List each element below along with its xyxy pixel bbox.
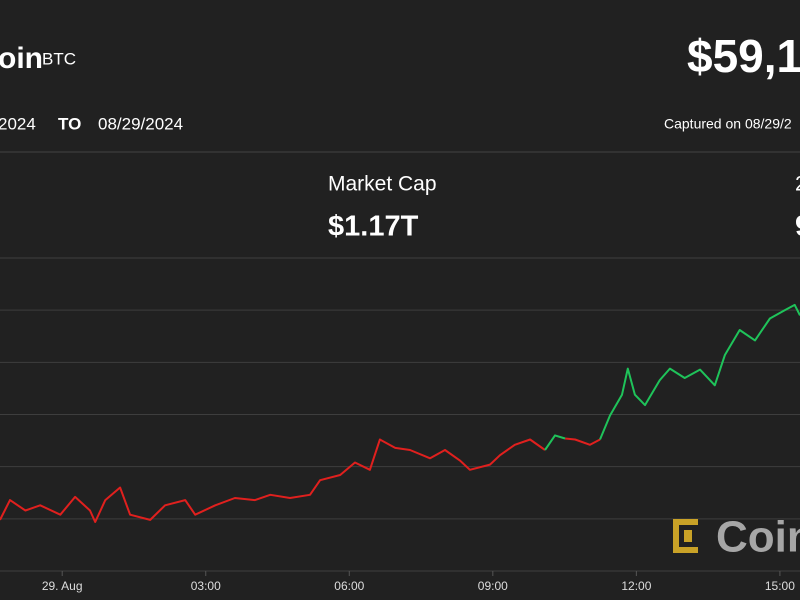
stat-label: 2 xyxy=(795,173,800,196)
stat-value: $1.17T xyxy=(328,211,419,243)
watermark: Coin xyxy=(716,513,800,562)
price-line xyxy=(0,437,601,523)
stat-label: Market Cap xyxy=(328,173,437,196)
watermark-logo xyxy=(673,519,698,553)
logo-bracket xyxy=(673,519,698,553)
stat-value: 9 xyxy=(795,211,800,243)
x-tick-label: 06:00 xyxy=(334,579,364,593)
captured: Captured on 08/29/2 xyxy=(664,116,792,132)
x-tick-label: 09:00 xyxy=(478,579,508,593)
range-from: 2024 xyxy=(0,114,36,133)
range-to-label: TO xyxy=(58,114,81,133)
coin-symbol: BTC xyxy=(42,49,76,68)
coin-name: oin xyxy=(0,42,43,75)
price: $59,1 xyxy=(687,30,800,82)
x-tick-label: 03:00 xyxy=(191,579,221,593)
x-tick-label: 12:00 xyxy=(621,579,651,593)
range-to: 08/29/2024 xyxy=(98,114,183,133)
price-line xyxy=(544,303,800,451)
logo-core xyxy=(684,530,692,542)
x-tick-label: 15:00 xyxy=(765,579,795,593)
x-tick-label: 29. Aug xyxy=(42,579,83,593)
